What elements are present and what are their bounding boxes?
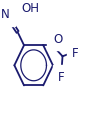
Text: N: N [1, 8, 10, 21]
Text: F: F [72, 47, 79, 60]
Text: OH: OH [22, 2, 40, 15]
Text: O: O [53, 32, 62, 45]
Text: F: F [58, 70, 65, 83]
